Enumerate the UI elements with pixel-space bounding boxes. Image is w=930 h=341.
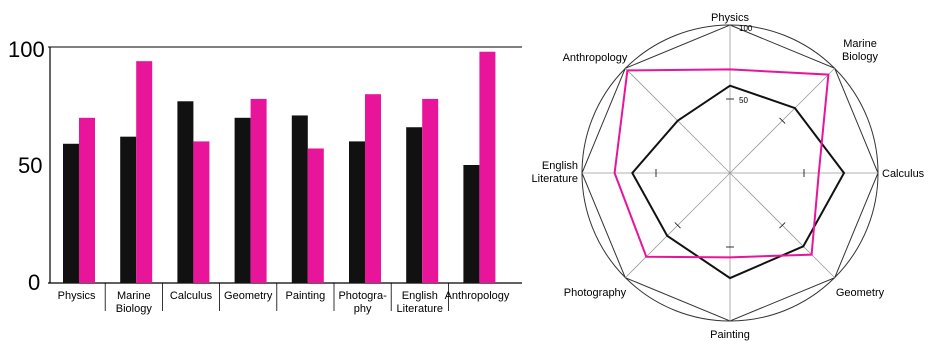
x-tick-label: Calculus — [170, 290, 213, 302]
radar-r-tick-label-50: 50 — [739, 96, 748, 105]
bar-series-b-5 — [365, 94, 381, 283]
y-tick-label-0: 0 — [28, 270, 40, 295]
bar-series-a-2 — [177, 101, 194, 283]
radar-tick-mark — [779, 222, 786, 229]
bar-series-a-5 — [349, 141, 365, 283]
bar-series-b-6 — [422, 98, 439, 283]
radar-axis-label: Painting — [710, 329, 750, 341]
bar-series-a-7 — [463, 165, 480, 283]
radar-axis-label: Photography — [564, 287, 627, 299]
y-tick-label-100: 100 — [8, 37, 45, 62]
bar-series-a-3 — [234, 117, 251, 283]
radar-axis-label: Anthropology — [563, 52, 628, 64]
bar-series-b-0 — [79, 117, 95, 283]
bar-chart: 100 50 0 Physics Marine Biology Calculus Geo… — [8, 37, 522, 315]
radar-axis-label: Geometry — [836, 287, 885, 299]
radar-tick-mark — [674, 222, 681, 229]
x-tick-label: Painting — [286, 290, 326, 302]
bar-series-b-1 — [136, 61, 153, 283]
x-tick-label: Anthropology — [445, 290, 510, 302]
radar-r-tick-label-100: 100 — [739, 24, 753, 33]
x-tick-label: Marine Biology — [116, 290, 153, 315]
x-tick-label: English Literature — [397, 290, 443, 315]
bar-series-b-2 — [193, 141, 210, 283]
radar-tick-mark — [779, 117, 786, 124]
radar-series-a — [631, 84, 846, 280]
bar-series-a-6 — [406, 127, 423, 284]
y-tick-label-50: 50 — [18, 153, 42, 178]
radar-axis-label: English Literature — [532, 160, 578, 185]
radar-chart: Physics Marine Biology Calculus Geometry Pain… — [532, 12, 925, 341]
bar-series-b-7 — [479, 51, 496, 283]
x-tick-label: Geometry — [224, 290, 273, 302]
bar-series-a-4 — [291, 115, 308, 283]
radar-axis-label: Physics — [711, 12, 749, 24]
radar-series-b — [613, 68, 830, 259]
bar-series-a-0 — [63, 143, 79, 283]
x-tick-label: Photogra-phy — [338, 290, 387, 315]
bar-series-b-4 — [307, 148, 324, 283]
radar-axis-label: Marine Biology — [842, 38, 879, 63]
bar-series-b-3 — [250, 98, 267, 283]
x-tick-label: Physics — [58, 290, 96, 302]
radar-axis-label: Calculus — [882, 168, 925, 180]
bar-series-a-1 — [120, 136, 137, 283]
